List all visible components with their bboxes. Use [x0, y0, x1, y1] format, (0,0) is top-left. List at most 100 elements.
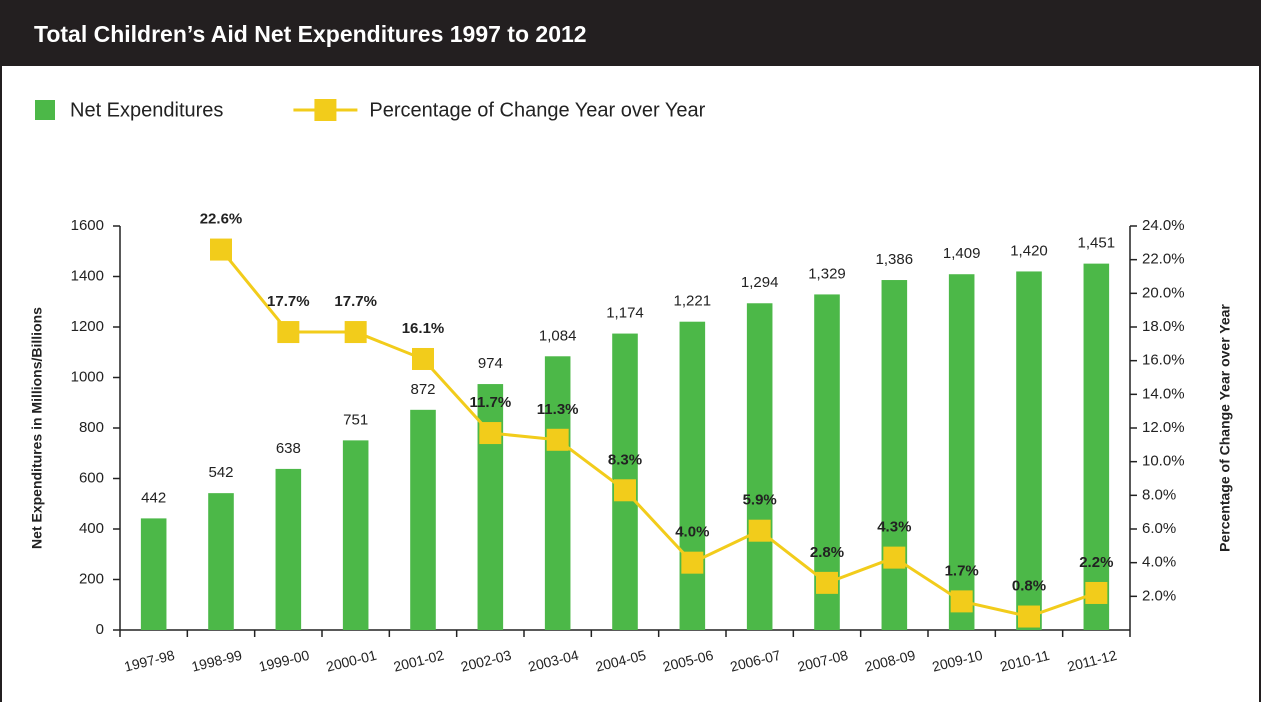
line-value-label: 8.3%: [608, 451, 642, 468]
line-marker: [210, 238, 232, 261]
bar-value-label: 974: [478, 355, 503, 372]
legend-label: Net Expenditures: [70, 99, 223, 121]
line-marker: [681, 551, 704, 574]
y-tick-label: 1600: [71, 217, 104, 234]
bar: [275, 468, 302, 630]
x-tick-label: 2002-03: [459, 647, 513, 675]
y-tick-label: 200: [79, 570, 104, 587]
line-value-label: 17.7%: [334, 293, 377, 310]
x-tick-label: 1997-98: [122, 647, 176, 675]
y-axis-label: Net Expenditures in Millions/Billions: [29, 307, 45, 549]
bar: [477, 384, 504, 630]
y2-tick-label: 10.0%: [1142, 453, 1185, 470]
line: [219, 248, 1097, 619]
bar-value-label: 1,409: [943, 245, 981, 262]
bar: [679, 321, 706, 630]
line-value-label: 2.8%: [810, 544, 844, 561]
x-tick-label: 2006-07: [728, 647, 782, 675]
title-bar: [0, 0, 1261, 66]
bar: [881, 280, 908, 630]
line-value-label: 4.3%: [877, 519, 911, 536]
y2-tick-label: 6.0%: [1142, 520, 1176, 537]
bar-value-label: 751: [343, 411, 368, 428]
y2-tick-label: 4.0%: [1142, 554, 1176, 571]
line-value-label: 5.9%: [743, 492, 777, 509]
legend-label: Percentage of Change Year over Year: [369, 99, 705, 121]
y2-tick-label: 2.0%: [1142, 587, 1176, 604]
x-tick-label: 2011-12: [1066, 647, 1119, 675]
y-tick-label: 400: [79, 520, 104, 537]
bar-value-label: 1,451: [1078, 235, 1116, 252]
y-tick-label: 1200: [71, 318, 104, 335]
x-tick-label: 2005-06: [661, 647, 715, 675]
bar-value-label: 638: [276, 440, 301, 457]
x-tick-label: 2001-02: [392, 647, 446, 675]
y2-tick-label: 14.0%: [1142, 385, 1185, 402]
line-value-label: 0.8%: [1012, 578, 1046, 595]
bar: [410, 409, 436, 630]
line-marker: [1085, 581, 1108, 604]
y-tick-label: 1400: [71, 267, 104, 284]
bar-value-label: 1,386: [876, 251, 914, 268]
bar: [1083, 263, 1110, 630]
bar: [1016, 271, 1042, 630]
x-tick-label: 2004-05: [594, 647, 648, 675]
bar: [140, 518, 167, 630]
line-value-label: 4.0%: [675, 524, 709, 541]
bar-value-label: 872: [410, 381, 435, 398]
line-marker: [883, 546, 906, 569]
bar: [544, 356, 571, 630]
bar-value-label: 1,221: [674, 293, 712, 310]
bar-value-label: 1,294: [741, 274, 779, 291]
bar-value-label: 1,174: [606, 305, 644, 322]
bar-value-label: 1,329: [808, 265, 846, 282]
y2-axis-label: Percentage of Change Year over Year: [1217, 304, 1233, 552]
bar-value-label: 542: [208, 464, 233, 481]
legend-swatch: [35, 100, 55, 120]
line-marker: [479, 422, 502, 445]
x-tick-label: 2010-11: [998, 647, 1051, 675]
line-marker: [546, 428, 569, 451]
y2-tick-label: 16.0%: [1142, 352, 1185, 369]
line-value-label: 1.7%: [945, 562, 979, 579]
bar: [746, 303, 773, 630]
x-tick-label: 1999-00: [257, 647, 311, 675]
x-tick-label: 1998-99: [190, 647, 244, 675]
y-tick-label: 600: [79, 469, 104, 486]
y2-tick-label: 8.0%: [1142, 486, 1176, 503]
line-value-label: 17.7%: [267, 293, 310, 310]
x-tick-label: 2007-08: [796, 647, 850, 675]
y-tick-label: 0: [96, 621, 104, 638]
line-marker: [950, 590, 973, 613]
legend-swatch: [314, 99, 337, 121]
line-marker: [816, 571, 838, 594]
y-tick-label: 800: [79, 419, 104, 436]
line-marker: [614, 479, 636, 502]
y-tick-label: 1000: [71, 368, 104, 385]
x-tick-label: 2008-09: [863, 647, 917, 675]
bar-value-label: 1,084: [539, 327, 577, 344]
y2-tick-label: 12.0%: [1142, 419, 1185, 436]
line-marker: [344, 321, 367, 344]
x-tick-label: 2009-10: [930, 647, 984, 675]
line-value-label: 2.2%: [1079, 554, 1113, 571]
x-tick-label: 2003-04: [526, 647, 580, 675]
line-marker: [748, 519, 771, 542]
x-tick-label: 2000-01: [324, 647, 378, 675]
y2-tick-label: 24.0%: [1142, 217, 1185, 234]
bar: [948, 274, 975, 630]
bar-value-label: 1,420: [1010, 242, 1048, 259]
line-marker: [277, 321, 300, 344]
bar-value-label: 442: [141, 489, 166, 506]
line-value-label: 11.3%: [537, 401, 579, 418]
line-value-label: 16.1%: [402, 320, 445, 337]
line-marker: [412, 347, 434, 370]
bar: [342, 440, 369, 630]
bar: [208, 493, 234, 630]
line-value-label: 11.7%: [469, 394, 511, 411]
line-value-label: 22.6%: [200, 211, 243, 228]
line-marker: [1018, 605, 1040, 628]
chart-title: Total Children’s Aid Net Expenditures 19…: [34, 21, 587, 47]
y2-tick-label: 20.0%: [1142, 284, 1185, 301]
